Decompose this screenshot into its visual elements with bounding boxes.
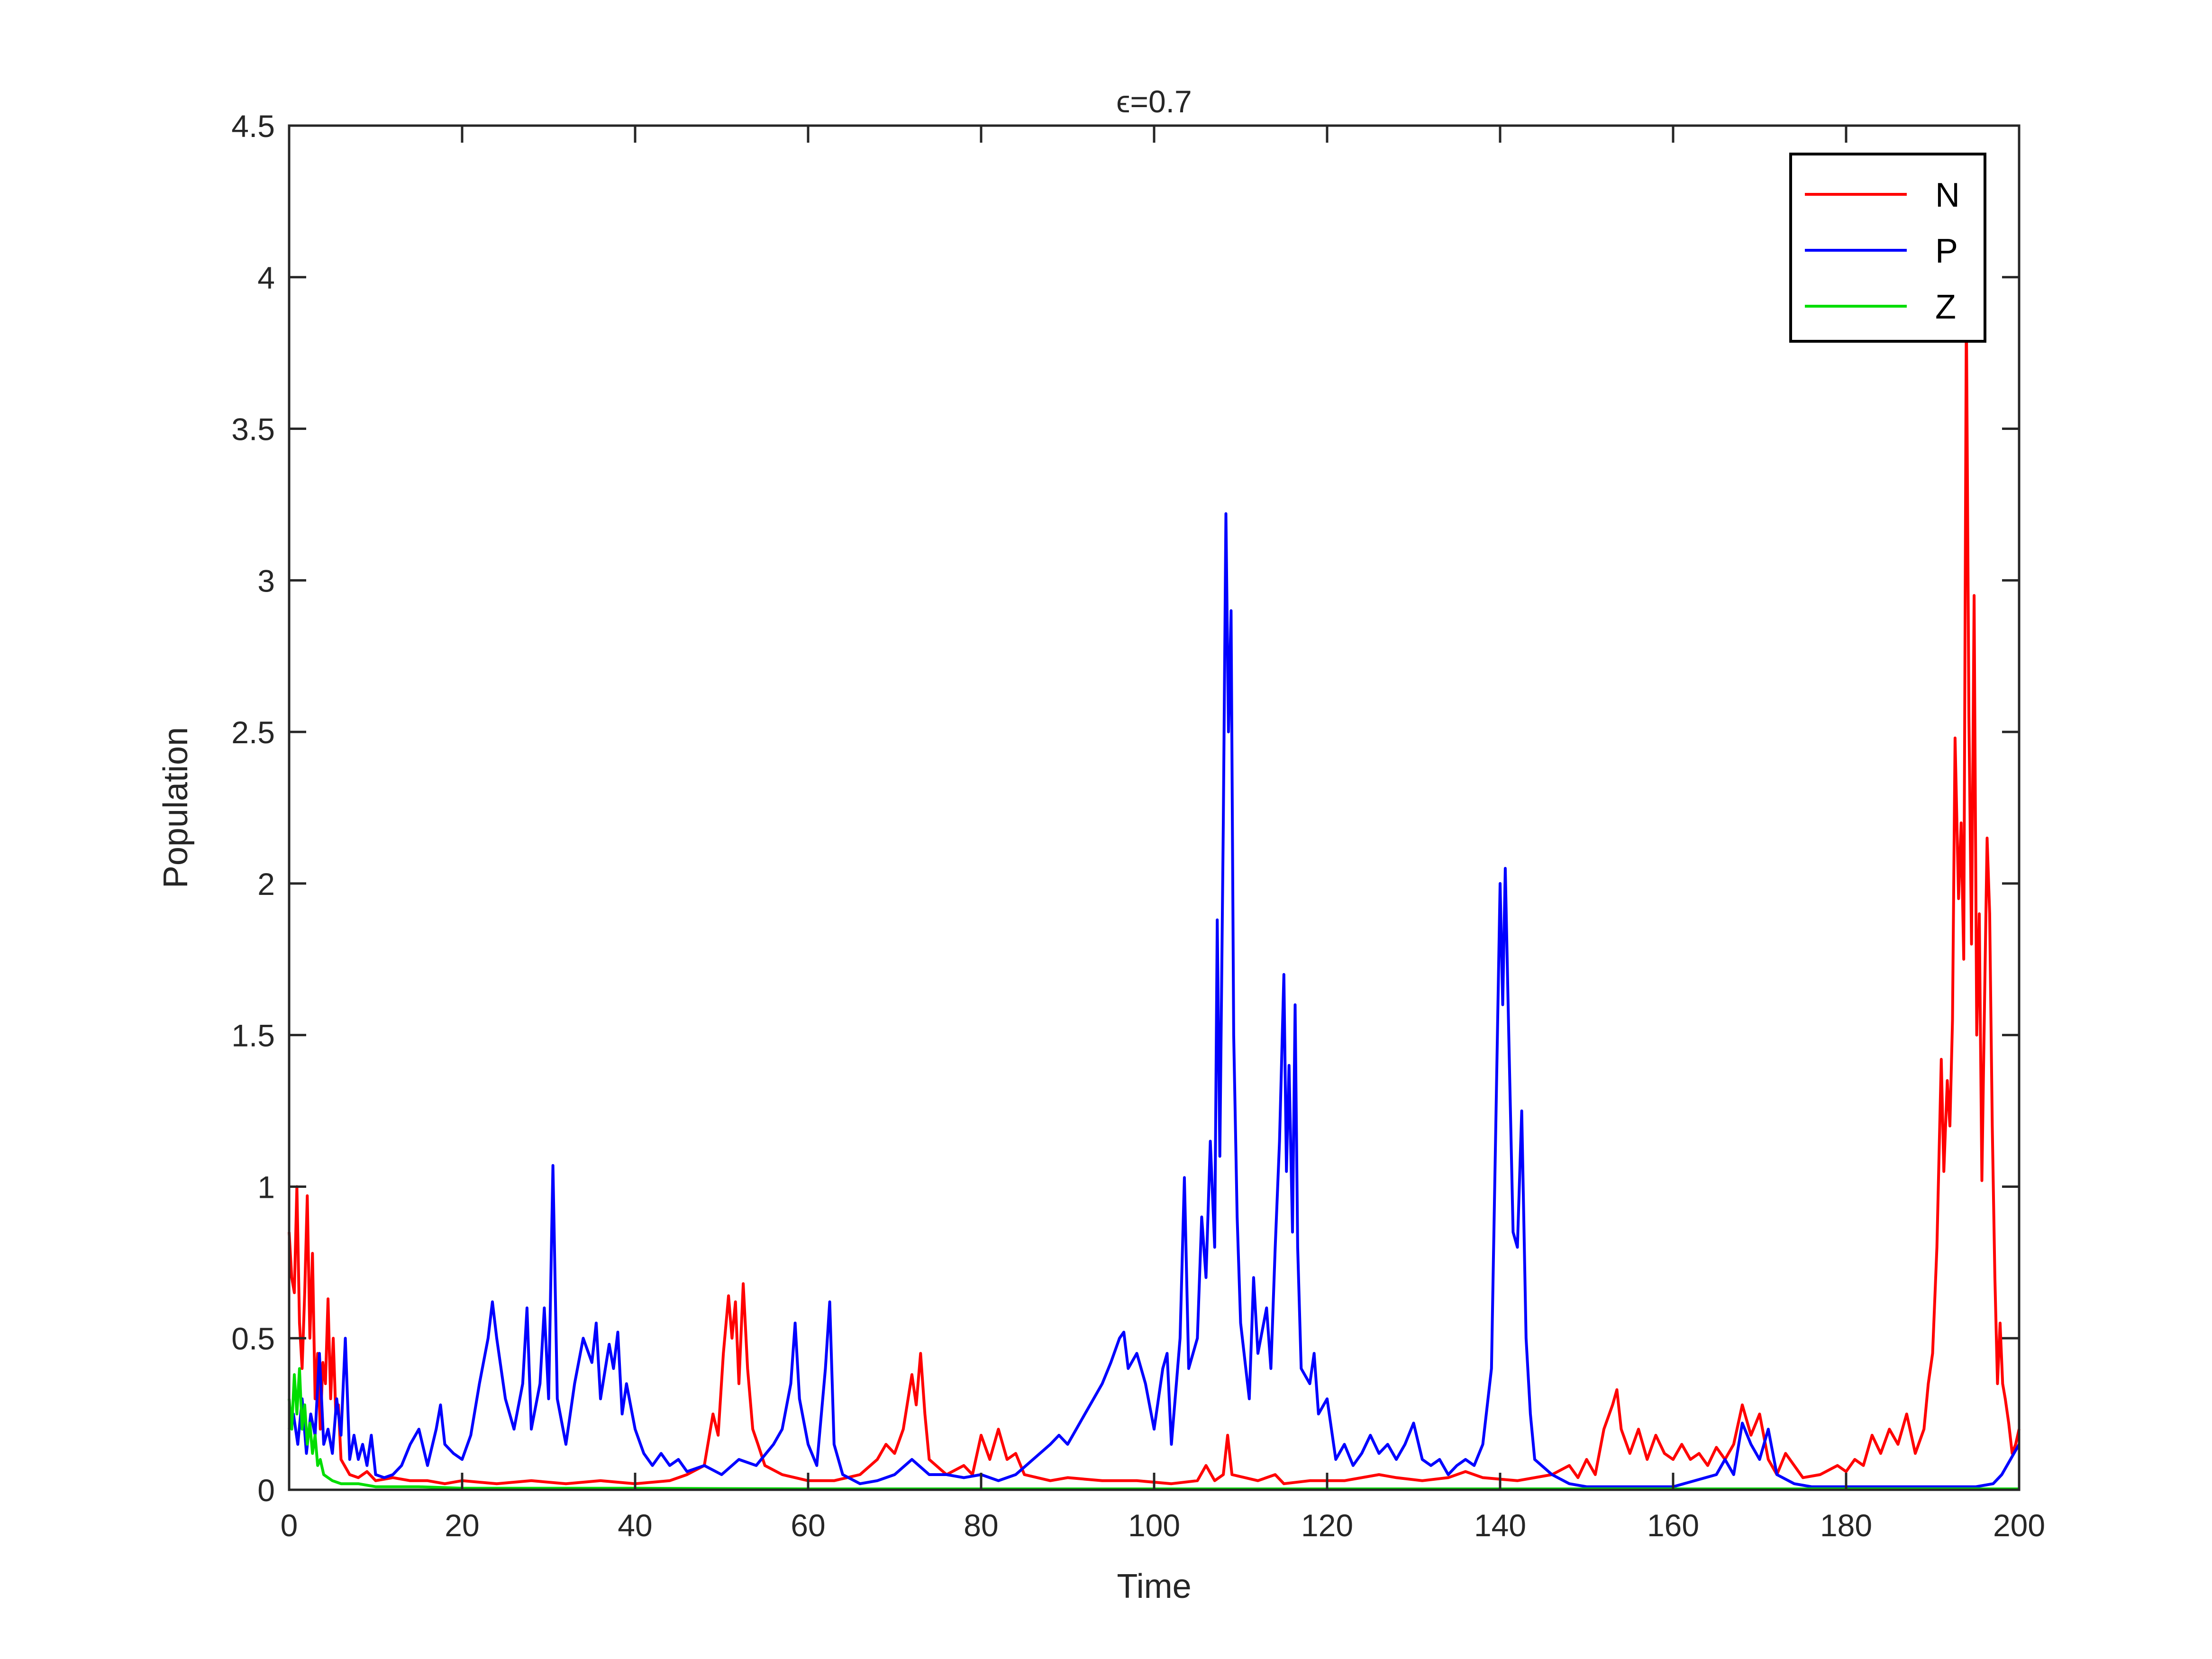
legend-label-N: N [1935,176,1960,214]
legend: NPZ [1789,153,1986,343]
x-axis-label: Time [1117,1568,1191,1605]
y-tick-label: 2.5 [231,715,275,750]
plot-area [289,126,2019,1490]
y-tick-label: 1 [257,1169,275,1204]
x-tick-label: 60 [791,1508,825,1543]
x-tick-label: 40 [618,1508,652,1543]
y-tick-label: 2 [257,866,275,902]
legend-box [1789,153,1986,343]
series-line-N [288,306,2021,1486]
x-tick-label: 80 [964,1508,998,1543]
y-tick-label: 4 [257,260,275,295]
y-tick-label: 0 [257,1473,275,1508]
x-tick-label: 200 [1993,1508,2045,1543]
legend-label-P: P [1935,232,1958,270]
x-tick-label: 0 [281,1508,298,1543]
x-tick-label: 20 [445,1508,479,1543]
x-tick-label: 180 [1820,1508,1872,1543]
x-tick-label: 140 [1474,1508,1526,1543]
x-tick-label: 160 [1647,1508,1699,1543]
y-tick-label: 1.5 [231,1018,275,1053]
y-tick-label: 4.5 [231,109,275,144]
y-tick-label: 3 [257,563,275,598]
chart-title: ϵ=0.7 [1116,84,1192,119]
x-tick-label: 120 [1301,1508,1353,1543]
ticks-layer: 0 20 40 60 80 100 120 140 160 180 200 0 0.5 1 1.5 2 2.5 3… [231,109,2045,1543]
y-tick-label: 3.5 [231,412,275,447]
y-axis-label: Population [157,727,195,888]
x-tick-label: 100 [1128,1508,1180,1543]
y-tick-label: 0.5 [231,1321,275,1356]
legend-label-Z: Z [1935,288,1956,326]
series-line-P [288,512,2021,1488]
